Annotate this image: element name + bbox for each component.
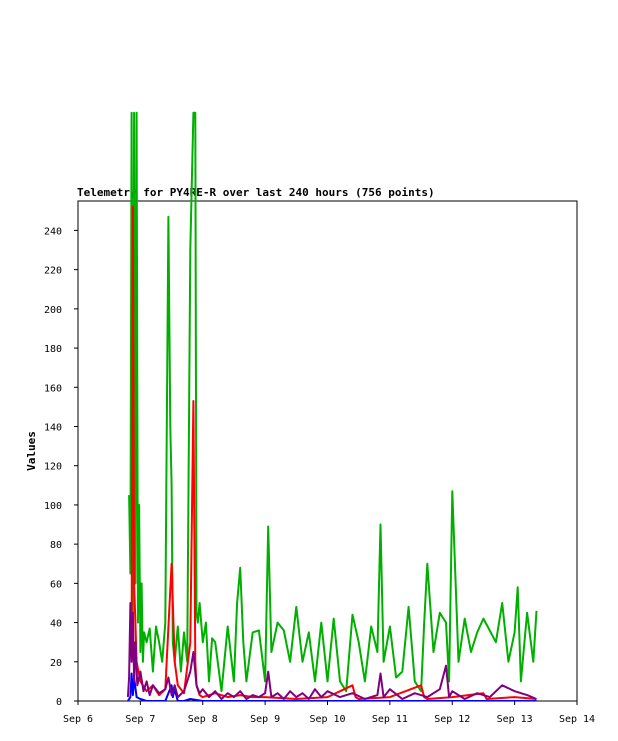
y-tick-label: 20	[50, 658, 62, 669]
y-tick-label: 40	[50, 619, 62, 630]
series-layer	[126, 111, 538, 701]
x-tick-label: Sep 10	[309, 714, 345, 725]
x-tick-label: Sep 8	[188, 714, 218, 725]
series-line-3	[126, 602, 537, 700]
y-tick-label: 120	[44, 462, 62, 473]
x-axis: Sep 6 Sep 7 Sep 8 Sep 9 Sep 10 Sep 11 Sep 12 Se…	[63, 701, 595, 725]
y-tick-label: 160	[44, 383, 62, 394]
y-tick-label: 60	[50, 579, 62, 590]
y-tick-label: 200	[44, 305, 62, 316]
y-tick-label: 220	[44, 266, 62, 277]
x-tick-label: Sep 6	[63, 714, 93, 725]
x-tick-label: Sep 7	[125, 714, 155, 725]
y-tick-label: 240	[44, 226, 62, 237]
y-tick-label: 180	[44, 344, 62, 355]
series-line-0	[128, 111, 538, 693]
plot-frame	[77, 200, 578, 702]
x-tick-label: Sep 11	[372, 714, 408, 725]
y-tick-label: 80	[50, 540, 62, 551]
y-tick-label: 140	[44, 422, 62, 433]
y-tick-label: 0	[56, 697, 62, 708]
x-tick-label: Sep 12	[434, 714, 470, 725]
x-tick-label: Sep 13	[497, 714, 533, 725]
y-tick-label: 100	[44, 501, 62, 512]
chart-title: Telemetry for PY4RE-R over last 240 hour…	[77, 186, 435, 199]
x-tick-label: Sep 9	[250, 714, 280, 725]
y-axis: 0 20 40 60 80 100 120 140 160 180 200 220 240	[44, 226, 78, 708]
y-axis-label: Values	[25, 431, 38, 471]
x-tick-label: Sep 14	[559, 714, 595, 725]
